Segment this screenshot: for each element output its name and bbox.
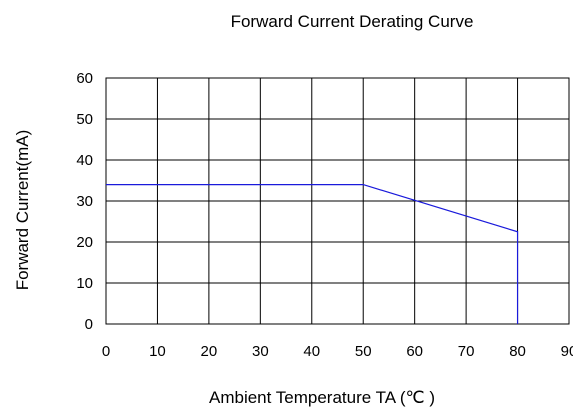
- x-ticks: 0 10 20 30 40 50 60 70 80 90: [102, 343, 573, 360]
- series-group: [106, 184, 519, 324]
- x-tick-label: 20: [201, 343, 218, 360]
- x-tick-label: 60: [406, 343, 423, 360]
- y-tick-label: 0: [85, 316, 93, 333]
- y-tick-label: 10: [76, 275, 93, 292]
- x-tick-label: 40: [303, 343, 320, 360]
- x-tick-label: 0: [102, 343, 110, 360]
- x-tick-label: 80: [509, 343, 526, 360]
- x-tick-label: 10: [149, 343, 166, 360]
- y-tick-label: 40: [76, 152, 93, 169]
- chart-title: Forward Current Derating Curve: [231, 12, 474, 31]
- y-tick-label: 50: [76, 111, 93, 128]
- x-tick-label: 90: [561, 343, 573, 360]
- x-tick-label: 70: [458, 343, 475, 360]
- y-axis-label: Forward Current(mA): [13, 130, 32, 291]
- y-ticks: 0 10 20 30 40 50 60: [76, 70, 93, 333]
- y-tick-label: 60: [76, 70, 93, 87]
- x-tick-label: 30: [252, 343, 269, 360]
- y-tick-label: 30: [76, 193, 93, 210]
- x-axis-label: Ambient Temperature TA (℃ ): [209, 388, 435, 407]
- grid: [105, 77, 570, 325]
- y-tick-label: 20: [76, 234, 93, 251]
- series-line: [106, 184, 519, 324]
- x-tick-label: 50: [355, 343, 372, 360]
